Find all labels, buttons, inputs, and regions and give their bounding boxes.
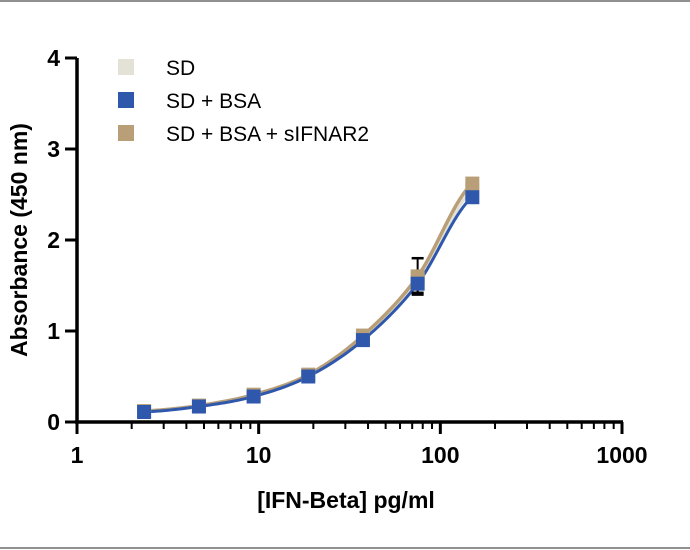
data-point (137, 404, 152, 419)
data-point (246, 389, 261, 404)
x-tick-label: 1000 (596, 442, 647, 468)
data-points (137, 176, 480, 419)
y-axis-ticks: 0 1 2 3 4 (47, 45, 77, 435)
x-tick-label: 100 (421, 442, 459, 468)
y-tick-label: 3 (47, 136, 60, 162)
legend-swatch (118, 59, 134, 75)
legend-label: SD + BSA (166, 90, 261, 113)
x-tick-label: 1 (71, 442, 84, 468)
legend-swatch (118, 125, 134, 141)
y-tick-label: 2 (47, 227, 60, 253)
legend-label: SD (166, 57, 195, 80)
data-point (355, 333, 370, 348)
legend-swatch (118, 92, 134, 108)
data-point (465, 176, 480, 191)
legend: SD SD + BSA SD + BSA + sIFNAR2 (118, 57, 369, 146)
y-tick-label: 1 (47, 318, 60, 344)
data-point (301, 369, 316, 384)
data-point (410, 276, 425, 291)
x-tick-label: 10 (246, 442, 272, 468)
y-axis-title: Absorbance (450 nm) (6, 123, 32, 357)
x-axis-ticks: 1 10 100 1000 (71, 422, 648, 468)
data-point (465, 190, 480, 205)
y-tick-label: 0 (47, 409, 60, 435)
data-point (191, 399, 206, 414)
x-axis-title: [IFN-Beta] pg/ml (257, 487, 435, 513)
y-tick-label: 4 (47, 45, 60, 71)
legend-label: SD + BSA + sIFNAR2 (166, 123, 369, 146)
